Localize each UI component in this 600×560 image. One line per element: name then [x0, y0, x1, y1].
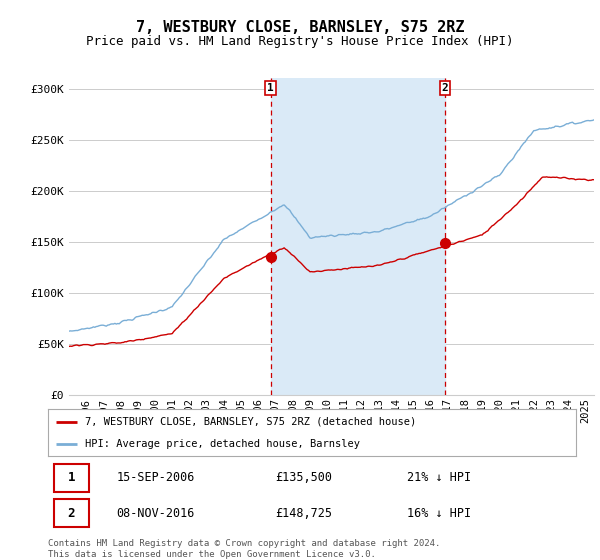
Text: 2: 2 — [67, 507, 75, 520]
Text: 7, WESTBURY CLOSE, BARNSLEY, S75 2RZ (detached house): 7, WESTBURY CLOSE, BARNSLEY, S75 2RZ (de… — [85, 417, 416, 427]
Text: £148,725: £148,725 — [275, 507, 332, 520]
Text: Price paid vs. HM Land Registry's House Price Index (HPI): Price paid vs. HM Land Registry's House … — [86, 35, 514, 48]
Text: 21% ↓ HPI: 21% ↓ HPI — [407, 472, 471, 484]
Text: HPI: Average price, detached house, Barnsley: HPI: Average price, detached house, Barn… — [85, 438, 360, 449]
Text: 15-SEP-2006: 15-SEP-2006 — [116, 472, 195, 484]
Text: Contains HM Land Registry data © Crown copyright and database right 2024.
This d: Contains HM Land Registry data © Crown c… — [48, 539, 440, 559]
FancyBboxPatch shape — [55, 499, 89, 528]
Text: 7, WESTBURY CLOSE, BARNSLEY, S75 2RZ: 7, WESTBURY CLOSE, BARNSLEY, S75 2RZ — [136, 20, 464, 35]
Text: 1: 1 — [267, 83, 274, 93]
Text: 2: 2 — [442, 83, 449, 93]
FancyBboxPatch shape — [55, 464, 89, 492]
Text: 1: 1 — [67, 472, 75, 484]
Text: 08-NOV-2016: 08-NOV-2016 — [116, 507, 195, 520]
Text: 16% ↓ HPI: 16% ↓ HPI — [407, 507, 471, 520]
Bar — [271, 78, 445, 395]
Text: £135,500: £135,500 — [275, 472, 332, 484]
